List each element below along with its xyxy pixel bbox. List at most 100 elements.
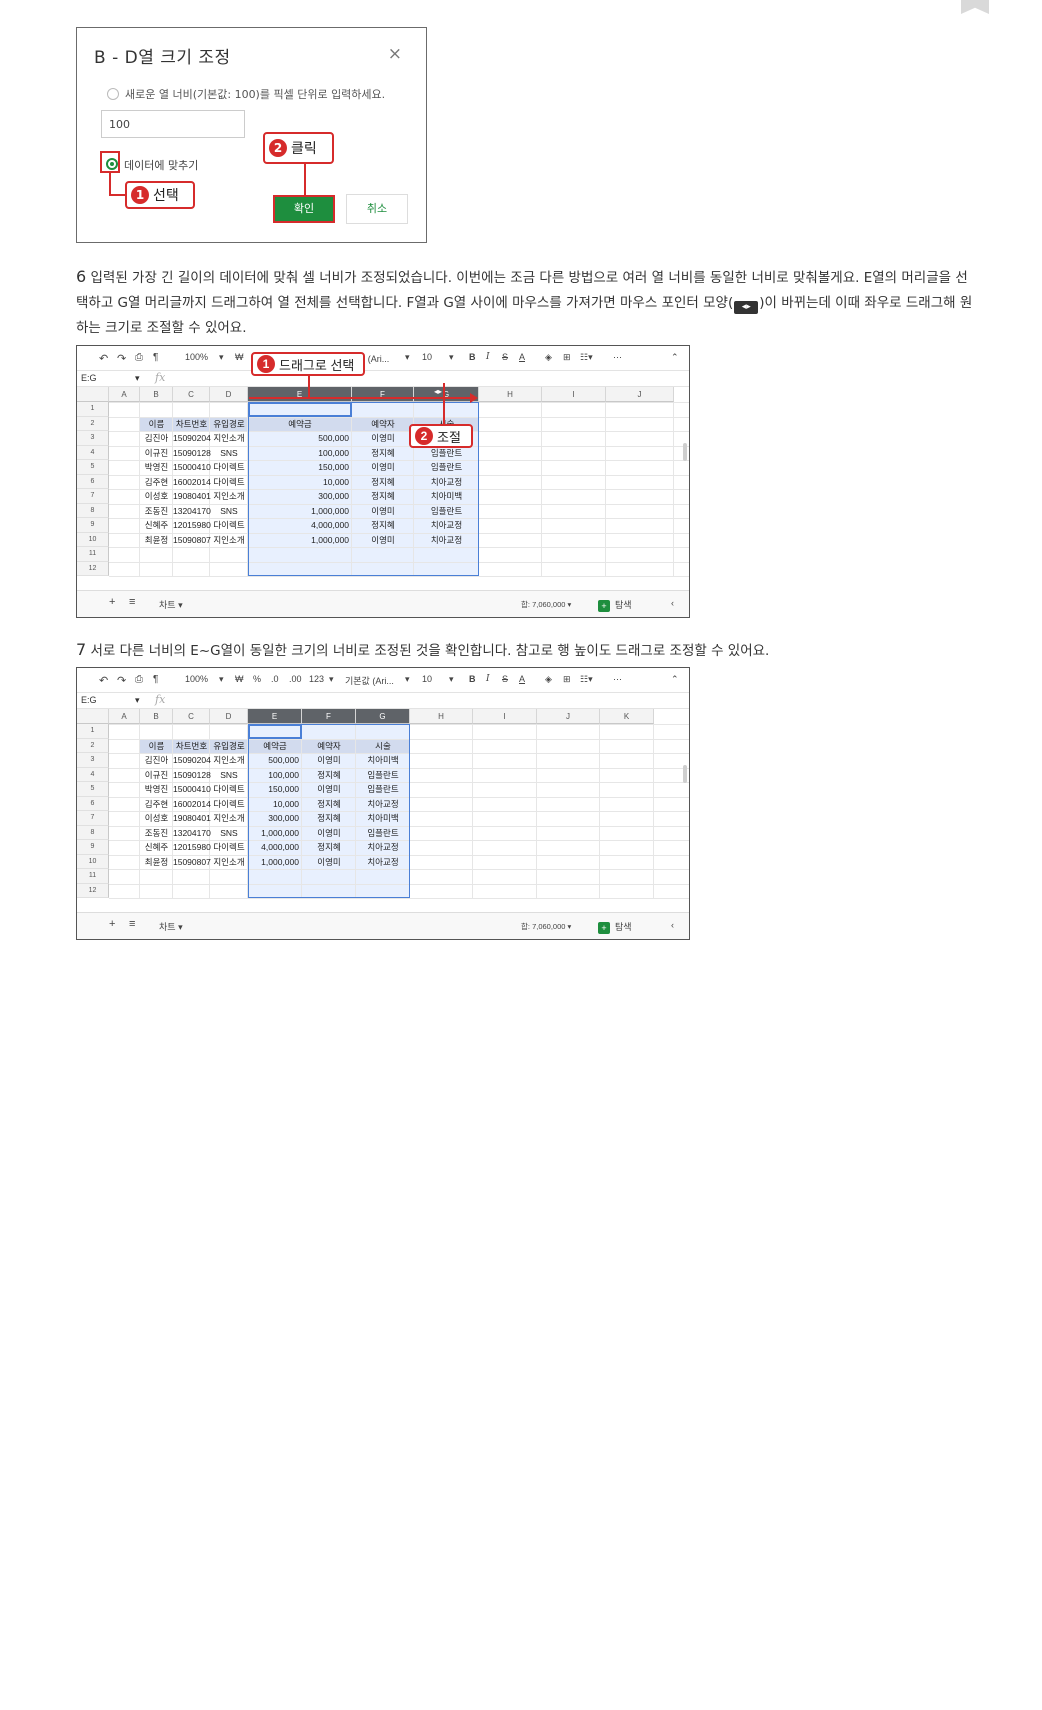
column-header-e[interactable]: E (248, 387, 352, 402)
table-cell[interactable]: 치아교정 (430, 476, 463, 487)
table-cell[interactable]: 4,000,000 (311, 520, 349, 530)
table-cell[interactable]: 4,000,000 (261, 842, 299, 852)
vertical-scrollbar[interactable] (683, 443, 687, 461)
select-all-corner[interactable] (77, 387, 109, 402)
table-cell[interactable]: 지인소개 (213, 755, 245, 765)
table-cell[interactable]: 이영미 (317, 856, 341, 867)
merge-icon[interactable]: ☷▾ (580, 352, 593, 362)
table-cell[interactable]: 15000410 (173, 462, 211, 472)
table-cell[interactable]: 치아미백 (430, 491, 463, 501)
active-cell[interactable] (248, 402, 352, 417)
table-cell[interactable]: 다이렉트 (213, 842, 245, 852)
table-cell[interactable]: 김주현 (144, 798, 169, 809)
table-cell[interactable]: 임플란트 (367, 784, 399, 794)
row-header-9[interactable]: 9 (77, 518, 109, 533)
table-cell[interactable]: 다이렉트 (213, 520, 245, 530)
table-cell[interactable]: 15090807 (173, 534, 211, 545)
font-select[interactable]: 기본값 (Ari... (345, 676, 394, 686)
table-cell[interactable]: 조동진 (144, 505, 169, 516)
table-header-cell[interactable]: 이름 (148, 418, 165, 429)
column-header-j[interactable]: J (606, 387, 674, 402)
redo-icon[interactable]: ↷ (117, 675, 127, 687)
table-cell[interactable]: 임플란트 (430, 447, 463, 458)
table-cell[interactable]: 정지혜 (371, 520, 395, 530)
table-cell[interactable]: 최윤정 (144, 534, 169, 545)
font-size-select[interactable]: 10 (422, 674, 433, 684)
table-cell[interactable]: 15000410 (173, 784, 211, 794)
column-header-c[interactable]: C (173, 709, 210, 724)
add-sheet-icon[interactable]: + (109, 596, 116, 608)
table-cell[interactable]: 12015980 (173, 842, 211, 852)
table-cell[interactable]: 치아교정 (367, 798, 399, 809)
all-sheets-icon[interactable]: ≡ (129, 918, 136, 930)
italic-button[interactable]: I (486, 674, 490, 684)
paint-format-icon[interactable]: ¶ (153, 674, 159, 685)
row-header-3[interactable]: 3 (77, 753, 109, 768)
table-cell[interactable]: 500,000 (318, 433, 349, 443)
text-color-button[interactable]: A (519, 674, 526, 684)
column-header-c[interactable]: C (173, 387, 210, 402)
table-cell[interactable]: 15090204 (173, 755, 211, 765)
table-header-cell[interactable]: 예약금 (288, 418, 312, 429)
table-cell[interactable]: 이영미 (317, 755, 341, 765)
vertical-scrollbar[interactable] (683, 765, 687, 783)
row-header-2[interactable]: 2 (77, 738, 109, 753)
name-box[interactable]: E:G (81, 695, 97, 705)
table-cell[interactable]: 지인소개 (213, 813, 245, 823)
more-icon[interactable]: ⋯ (613, 674, 622, 684)
column-header-a[interactable]: A (109, 709, 140, 724)
sheet-tab[interactable]: 차트 ▾ (159, 922, 183, 932)
redo-icon[interactable]: ↷ (117, 353, 127, 365)
borders-icon[interactable]: ⊞ (563, 352, 571, 362)
font-size-select[interactable]: 10 (422, 352, 433, 362)
name-box[interactable]: E:G (81, 373, 97, 383)
table-cell[interactable]: 다이렉트 (213, 784, 245, 794)
table-cell[interactable]: 지인소개 (213, 534, 245, 545)
table-cell[interactable]: 이영미 (371, 505, 395, 516)
row-header-5[interactable]: 5 (77, 460, 109, 475)
table-cell[interactable]: 박영진 (144, 462, 169, 472)
table-cell[interactable]: 신혜주 (144, 520, 169, 530)
table-cell[interactable]: 1,000,000 (261, 856, 299, 867)
undo-icon[interactable]: ↶ (99, 675, 109, 687)
zoom-select[interactable]: 100% (185, 352, 209, 362)
table-cell[interactable]: 다이렉트 (213, 462, 245, 472)
row-header-7[interactable]: 7 (77, 489, 109, 504)
column-header-f[interactable]: F (302, 709, 356, 724)
table-cell[interactable]: 임플란트 (367, 769, 399, 780)
table-cell[interactable]: 치아미백 (367, 755, 399, 765)
row-header-3[interactable]: 3 (77, 431, 109, 446)
table-header-cell[interactable]: 유입경로 (213, 740, 245, 751)
table-cell[interactable]: 지인소개 (213, 856, 245, 867)
table-cell[interactable]: 15090128 (173, 769, 211, 780)
table-cell[interactable]: 19080401 (173, 491, 211, 501)
table-cell[interactable]: 이성호 (144, 813, 169, 823)
row-header-11[interactable]: 11 (77, 869, 109, 884)
table-cell[interactable]: 박영진 (144, 784, 169, 794)
column-header-d[interactable]: D (210, 387, 248, 402)
zoom-select[interactable]: 100% (185, 674, 209, 684)
table-cell[interactable]: 임플란트 (430, 462, 463, 472)
table-cell[interactable]: 이영미 (317, 827, 341, 838)
row-header-6[interactable]: 6 (77, 796, 109, 811)
column-header-h[interactable]: H (479, 387, 542, 402)
table-cell[interactable]: 16002014 (173, 476, 211, 487)
column-header-a[interactable]: A (109, 387, 140, 402)
table-cell[interactable]: 150,000 (318, 462, 349, 472)
table-cell[interactable]: 이규진 (144, 447, 169, 458)
collapse-icon[interactable]: ⌃ (671, 352, 679, 362)
column-header-i[interactable]: I (473, 709, 537, 724)
table-cell[interactable]: 치아교정 (367, 856, 399, 867)
text-color-button[interactable]: A (519, 352, 526, 362)
table-cell[interactable]: 1,000,000 (261, 827, 299, 838)
table-header-cell[interactable]: 유입경로 (213, 418, 245, 429)
italic-button[interactable]: I (486, 352, 490, 362)
table-cell[interactable]: 치아교정 (430, 534, 463, 545)
table-cell[interactable]: 이영미 (317, 784, 341, 794)
currency-button[interactable]: ₩ (235, 352, 244, 362)
table-cell[interactable]: 16002014 (173, 798, 211, 809)
explore-button[interactable]: + 탐색 (598, 598, 632, 612)
table-cell[interactable]: SNS (220, 447, 238, 458)
decrease-decimal-button[interactable]: .0 (271, 674, 279, 684)
print-icon[interactable]: ⎙ (135, 352, 143, 363)
